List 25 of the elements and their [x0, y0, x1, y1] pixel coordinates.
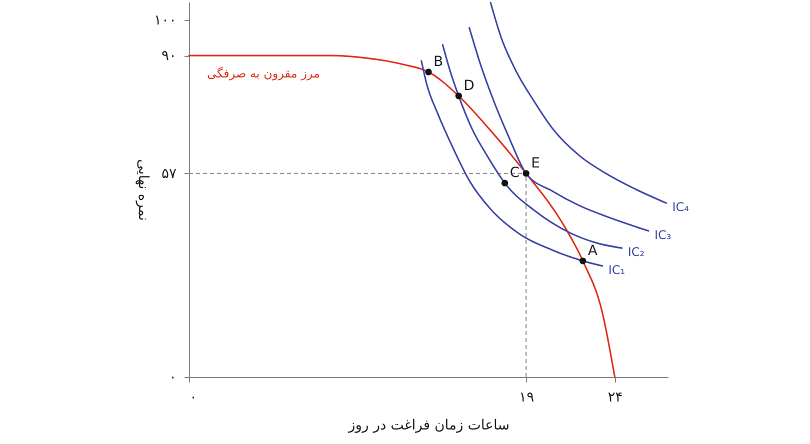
- series-label: IC₃: [654, 228, 672, 242]
- x-tick-label: ۱۹: [519, 390, 534, 406]
- annotation: D: [464, 78, 474, 94]
- x-axis-title: ساعات زمان فراغت در روز: [347, 418, 510, 434]
- x-tick-label: ۰: [190, 390, 198, 406]
- series-label: IC₄: [672, 200, 690, 214]
- series-label: IC₁: [608, 262, 626, 277]
- y-tick-label: ۰: [168, 370, 176, 386]
- annotation: C: [510, 165, 520, 182]
- point: [522, 170, 530, 177]
- point: [425, 68, 432, 76]
- annotation: E: [531, 155, 540, 172]
- annotation: B: [434, 54, 444, 70]
- y-tick-label: ۱۰۰: [154, 12, 176, 28]
- y-tick-label: ۵۷: [161, 166, 177, 182]
- point: [455, 92, 462, 100]
- y-axis-title: نمره نهایی: [134, 159, 151, 221]
- series-label: مرز مقرون به صرفگی: [207, 66, 320, 81]
- point: [579, 258, 586, 264]
- y-tick-label: ۹۰: [161, 48, 176, 64]
- series-label: IC₂: [628, 245, 645, 260]
- x-tick-label: ۲۴: [608, 390, 623, 406]
- annotation: A: [588, 242, 598, 259]
- line-series: [490, 2, 668, 204]
- point: [501, 180, 508, 186]
